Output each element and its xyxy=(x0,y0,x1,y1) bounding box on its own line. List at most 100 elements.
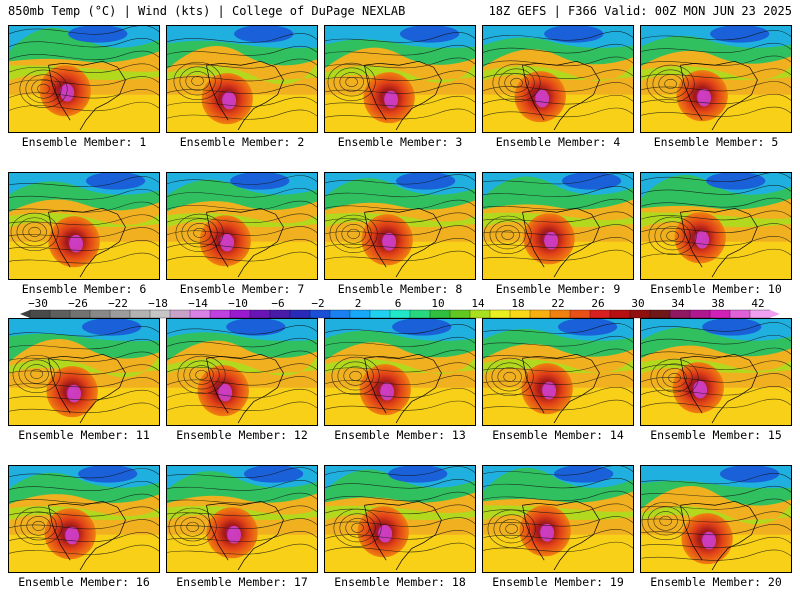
colorbar-swatch xyxy=(669,309,691,319)
colorbar-tick-label: 2 xyxy=(355,297,362,310)
ensemble-member-label: Ensemble Member: 18 xyxy=(334,575,466,589)
colorbar-swatch xyxy=(349,309,371,319)
colorbar-swatch xyxy=(369,309,391,319)
colorbar-swatch xyxy=(309,309,331,319)
ensemble-member-label: Ensemble Member: 10 xyxy=(650,282,782,296)
colorbar-tick-label: −2 xyxy=(311,297,324,310)
colorbar-swatch xyxy=(209,309,231,319)
ensemble-member-map xyxy=(8,172,160,280)
ensemble-member-map xyxy=(640,172,792,280)
ensemble-member-label: Ensemble Member: 17 xyxy=(176,575,308,589)
colorbar-swatch xyxy=(49,309,71,319)
colorbar-swatch xyxy=(709,309,731,319)
colorbar-tick-label: 10 xyxy=(431,297,444,310)
ensemble-member-label: Ensemble Member: 13 xyxy=(334,428,466,442)
colorbar-tick-label: 34 xyxy=(671,297,685,310)
ensemble-member-label: Ensemble Member: 7 xyxy=(179,282,305,296)
colorbar-tick-label: 14 xyxy=(471,297,485,310)
ensemble-member-label: Ensemble Member: 1 xyxy=(21,135,147,149)
temperature-colorbar: −30 −26 −22 −18 −14 −10 −6 −2 2 6 10 14 18 22 26 30 34 38… xyxy=(20,297,780,319)
ensemble-member-label: Ensemble Member: 4 xyxy=(495,135,621,149)
colorbar-swatch xyxy=(89,309,111,319)
colorbar-swatch xyxy=(189,309,211,319)
colorbar-tick-label: 30 xyxy=(631,297,644,310)
ensemble-member-map xyxy=(482,172,634,280)
colorbar-tick-label: −22 xyxy=(108,297,128,310)
colorbar-tick-label: −6 xyxy=(271,297,284,310)
colorbar-swatch xyxy=(329,309,351,319)
colorbar-swatch xyxy=(609,309,631,319)
ensemble-member-map xyxy=(482,465,634,573)
ensemble-member-map xyxy=(324,465,476,573)
ensemble-member-map xyxy=(8,318,160,426)
colorbar-swatch xyxy=(509,309,531,319)
ensemble-member-label: Ensemble Member: 11 xyxy=(18,428,150,442)
ensemble-member-map xyxy=(8,25,160,133)
colorbar-swatch xyxy=(169,309,191,319)
colorbar-swatch xyxy=(429,309,451,319)
colorbar-tick-label: 26 xyxy=(591,297,604,310)
colorbar-swatch xyxy=(689,309,711,319)
colorbar-swatch xyxy=(289,309,311,319)
colorbar-swatch xyxy=(409,309,431,319)
ensemble-member-map xyxy=(166,465,318,573)
colorbar-swatch xyxy=(449,309,471,319)
ensemble-member-map xyxy=(482,25,634,133)
ensemble-member-label: Ensemble Member: 5 xyxy=(653,135,779,149)
ensemble-member-label: Ensemble Member: 14 xyxy=(492,428,624,442)
ensemble-member-map xyxy=(166,318,318,426)
ensemble-member-label: Ensemble Member: 15 xyxy=(650,428,782,442)
colorbar-tick-label: 38 xyxy=(711,297,724,310)
colorbar-swatch xyxy=(629,309,651,319)
colorbar-swatch xyxy=(469,309,491,319)
ensemble-member-label: Ensemble Member: 3 xyxy=(337,135,463,149)
ensemble-member-label: Ensemble Member: 6 xyxy=(21,282,147,296)
colorbar-swatch xyxy=(69,309,91,319)
colorbar-swatch xyxy=(489,309,511,319)
colorbar-swatch xyxy=(129,309,151,319)
ensemble-member-map xyxy=(640,465,792,573)
colorbar-left-arrow xyxy=(20,310,30,318)
colorbar-swatch xyxy=(149,309,171,319)
colorbar-swatch xyxy=(249,309,271,319)
colorbar-tick-label: −18 xyxy=(148,297,168,310)
colorbar-swatch xyxy=(589,309,611,319)
ensemble-member-label: Ensemble Member: 2 xyxy=(179,135,305,149)
colorbar-tick-label: −26 xyxy=(68,297,88,310)
colorbar-swatch xyxy=(729,309,751,319)
colorbar-tick-label: 22 xyxy=(551,297,564,310)
ensemble-member-label: Ensemble Member: 20 xyxy=(650,575,782,589)
ensemble-member-map xyxy=(324,172,476,280)
ensemble-member-label: Ensemble Member: 19 xyxy=(492,575,624,589)
colorbar-swatch xyxy=(269,309,291,319)
colorbar-tick-label: 6 xyxy=(395,297,402,310)
ensemble-member-label: Ensemble Member: 8 xyxy=(337,282,463,296)
ensemble-member-label: Ensemble Member: 12 xyxy=(176,428,308,442)
ensemble-member-label: Ensemble Member: 16 xyxy=(18,575,150,589)
ensemble-member-map xyxy=(640,25,792,133)
ensemble-member-map xyxy=(482,318,634,426)
header-title-left: 850mb Temp (°C) | Wind (kts) | College o… xyxy=(8,4,406,18)
colorbar-swatch xyxy=(229,309,251,319)
colorbar-swatch xyxy=(569,309,591,319)
colorbar-swatch xyxy=(549,309,571,319)
colorbar-swatch xyxy=(109,309,131,319)
header-title-right: 18Z GEFS | F366 Valid: 00Z MON JUN 23 20… xyxy=(488,4,792,18)
ensemble-member-map xyxy=(640,318,792,426)
colorbar-swatch xyxy=(529,309,551,319)
ensemble-member-map xyxy=(324,25,476,133)
colorbar-tick-label: −30 xyxy=(28,297,48,310)
colorbar-right-arrow xyxy=(770,310,780,318)
colorbar-swatch xyxy=(29,309,51,319)
ensemble-member-map xyxy=(166,25,318,133)
ensemble-member-map xyxy=(166,172,318,280)
colorbar-swatch xyxy=(649,309,671,319)
colorbar-tick-label: 18 xyxy=(511,297,524,310)
ensemble-member-map xyxy=(324,318,476,426)
colorbar-swatch xyxy=(389,309,411,319)
ensemble-member-map xyxy=(8,465,160,573)
colorbar-tick-label: 42 xyxy=(751,297,764,310)
colorbar-tick-label: −10 xyxy=(228,297,248,310)
colorbar-tick-label: −14 xyxy=(188,297,208,310)
ensemble-member-label: Ensemble Member: 9 xyxy=(495,282,621,296)
